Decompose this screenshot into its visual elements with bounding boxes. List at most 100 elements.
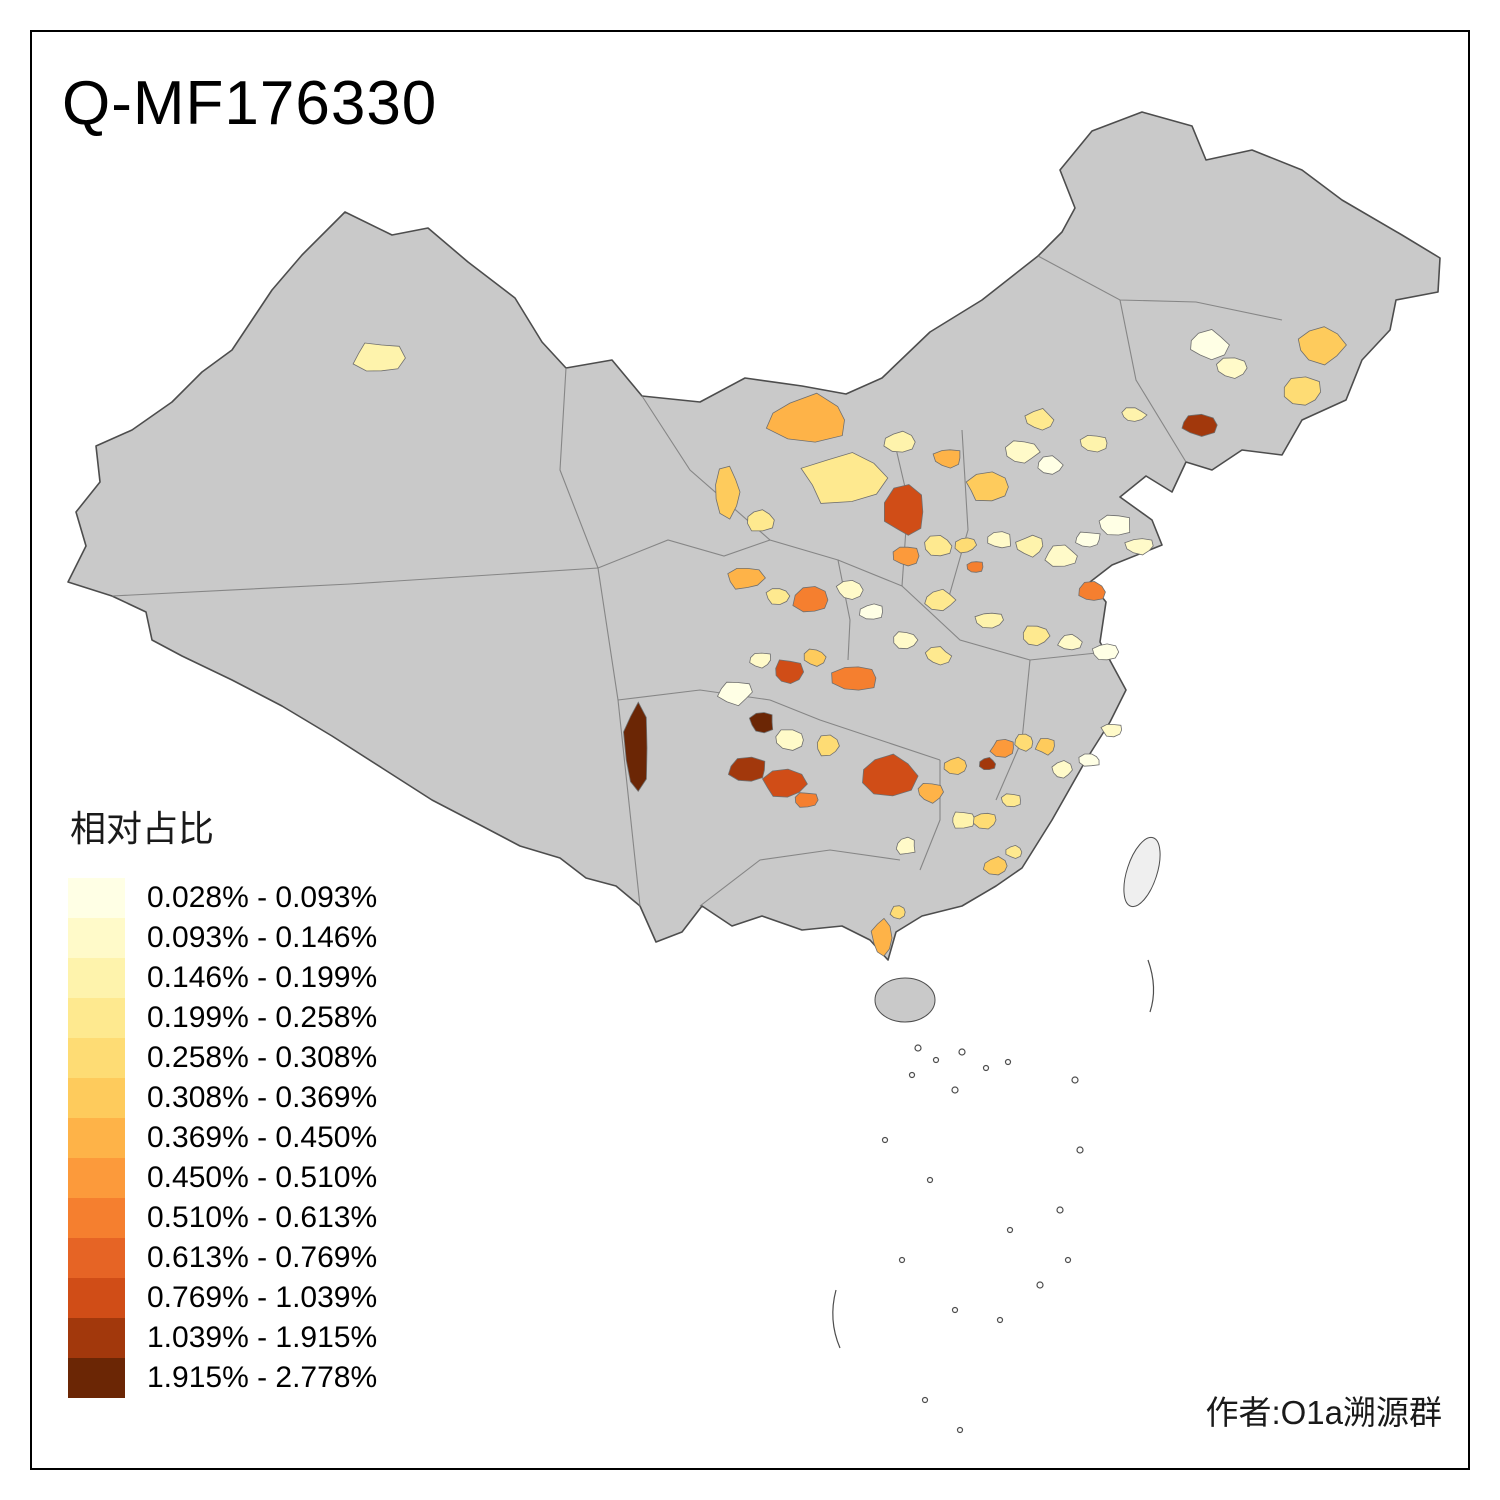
prefecture-region xyxy=(943,756,968,775)
prefecture-region xyxy=(835,579,864,600)
legend-swatch xyxy=(68,1238,125,1278)
prefecture-region xyxy=(1075,531,1101,548)
legend-swatch xyxy=(68,1318,125,1358)
legend-label: 0.028% - 0.093% xyxy=(147,881,378,914)
legend-row: 0.093% - 0.146% xyxy=(68,918,377,958)
prefecture-region xyxy=(859,603,883,620)
prefecture-region xyxy=(792,586,829,613)
prefecture-region xyxy=(1034,738,1055,756)
prefecture-region xyxy=(1014,733,1034,752)
prefecture-region xyxy=(889,905,906,920)
prefecture-region xyxy=(982,856,1008,876)
prefecture-region xyxy=(747,509,775,532)
prefecture-region xyxy=(966,561,984,573)
legend-swatch xyxy=(68,1358,125,1398)
legend-row: 0.510% - 0.613% xyxy=(68,1198,377,1238)
prefecture-region xyxy=(727,568,766,590)
taiwan-island xyxy=(1123,836,1161,908)
legend-label: 1.039% - 1.915% xyxy=(147,1321,378,1354)
prefecture-region xyxy=(749,652,772,669)
prefecture-region xyxy=(816,734,840,757)
prefecture-region xyxy=(1078,753,1100,767)
map-title: Q-MF176330 xyxy=(62,69,438,138)
prefecture-region xyxy=(775,659,805,685)
prefecture-region xyxy=(1283,376,1322,406)
legend-swatch xyxy=(68,1038,125,1078)
prefecture-region xyxy=(1181,413,1218,437)
prefecture-region xyxy=(803,648,827,667)
legend-row: 0.369% - 0.450% xyxy=(68,1118,377,1158)
islands-group xyxy=(832,836,1161,1434)
prefecture-region xyxy=(952,811,976,829)
prefecture-region xyxy=(1005,844,1023,859)
prefecture-region xyxy=(761,768,808,798)
legend-label: 0.093% - 0.146% xyxy=(147,921,378,954)
prefecture-region xyxy=(1044,544,1078,567)
legend-swatch xyxy=(68,1198,125,1238)
legend-label: 0.199% - 0.258% xyxy=(147,1001,378,1034)
prefecture-region xyxy=(831,666,877,691)
prefecture-region xyxy=(1100,723,1123,738)
prefecture-region xyxy=(1079,434,1108,453)
legend-row: 0.146% - 0.199% xyxy=(68,958,377,998)
prefecture-region xyxy=(895,836,916,855)
colored-prefecture-regions xyxy=(352,326,1347,957)
prefecture-region xyxy=(1022,625,1051,647)
prefecture-region xyxy=(800,452,889,504)
prefecture-region xyxy=(924,588,957,612)
prefecture-region xyxy=(917,782,944,804)
prefecture-region xyxy=(715,465,741,520)
prefecture-region xyxy=(1000,793,1021,808)
prefecture-region xyxy=(794,792,819,808)
prefecture-region xyxy=(989,738,1014,758)
prefecture-region xyxy=(1015,534,1044,558)
prefecture-region xyxy=(892,546,920,567)
prefecture-region xyxy=(883,430,916,453)
legend-swatch xyxy=(68,1278,125,1318)
prefecture-region xyxy=(987,531,1011,549)
prefecture-region xyxy=(862,753,919,797)
legend: 相对占比 0.028% - 0.093% 0.093% - 0.146% 0.146… xyxy=(68,800,377,1398)
legend-swatch xyxy=(68,878,125,918)
legend-row: 1.915% - 2.778% xyxy=(68,1358,377,1398)
legend-swatch xyxy=(68,998,125,1038)
prefecture-region xyxy=(623,701,648,792)
prefecture-region xyxy=(1024,408,1055,431)
hainan-island xyxy=(874,977,936,1023)
legend-swatch xyxy=(68,958,125,998)
prefecture-region xyxy=(954,537,978,554)
prefecture-region xyxy=(1098,514,1131,536)
prefecture-region xyxy=(1297,326,1347,366)
legend-swatch xyxy=(68,1118,125,1158)
prefecture-region xyxy=(870,917,893,957)
legend-row: 0.308% - 0.369% xyxy=(68,1078,377,1118)
prefecture-region xyxy=(1057,633,1083,651)
prefecture-region xyxy=(978,756,997,770)
legend-swatch xyxy=(68,918,125,958)
prefecture-region xyxy=(1216,357,1248,379)
legend-label: 0.308% - 0.369% xyxy=(147,1081,378,1114)
prefecture-region xyxy=(1051,760,1073,779)
prefecture-region xyxy=(1190,329,1230,361)
legend-swatch xyxy=(68,1158,125,1198)
prefecture-region xyxy=(1121,407,1148,422)
china-mainland-shape xyxy=(67,111,1441,961)
prefecture-region xyxy=(884,484,924,536)
legend-row: 0.613% - 0.769% xyxy=(68,1238,377,1278)
prefecture-region xyxy=(932,449,961,469)
legend-rows: 0.028% - 0.093% 0.093% - 0.146% 0.146% - 0… xyxy=(68,878,377,1398)
prefecture-region xyxy=(765,588,791,605)
legend-row: 0.199% - 0.258% xyxy=(68,998,377,1038)
prefecture-region xyxy=(1091,643,1120,661)
legend-row: 0.450% - 0.510% xyxy=(68,1158,377,1198)
legend-label: 0.369% - 0.450% xyxy=(147,1121,378,1154)
author-credit: 作者:O1a溯源群 xyxy=(1205,1394,1442,1431)
legend-label: 0.450% - 0.510% xyxy=(147,1161,378,1194)
legend-row: 0.258% - 0.308% xyxy=(68,1038,377,1078)
prefecture-region xyxy=(352,342,406,372)
prefecture-region xyxy=(775,729,804,751)
legend-label: 1.915% - 2.778% xyxy=(147,1361,378,1394)
legend-label: 0.258% - 0.308% xyxy=(147,1041,378,1074)
